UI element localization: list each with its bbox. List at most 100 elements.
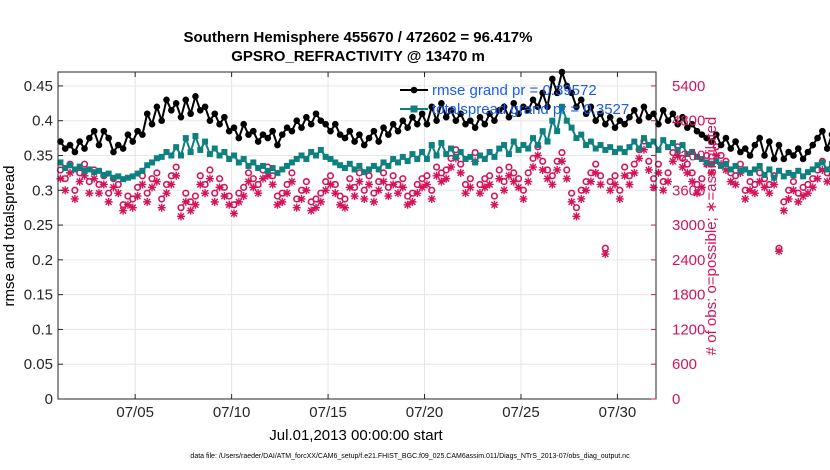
rmse-point [664, 117, 672, 125]
spread-point [491, 153, 498, 160]
assimilated-obs-point [668, 157, 677, 166]
spread-point [665, 144, 672, 151]
rmse-point [553, 89, 561, 97]
assimilated-obs-point [283, 189, 292, 198]
rmse-point [163, 96, 170, 104]
spread-point [558, 103, 565, 110]
spread-point [496, 145, 503, 152]
spread-point [804, 169, 811, 176]
possible-obs-point [399, 175, 407, 183]
spread-point [771, 174, 778, 181]
spread-point [356, 162, 363, 169]
spread-point [438, 139, 445, 146]
rmse-point [606, 113, 614, 121]
spread-point [313, 152, 320, 159]
assimilated-obs-point [514, 183, 523, 192]
assimilated-obs-point [384, 192, 393, 201]
rmse-point [110, 148, 117, 156]
spread-point [824, 166, 830, 173]
assimilated-obs-point [70, 194, 79, 203]
rmse-point [602, 120, 609, 128]
spread-point [693, 153, 700, 160]
spread-point [713, 158, 720, 165]
assimilated-obs-point [181, 197, 190, 206]
assimilated-obs-point [312, 203, 321, 212]
spread-point [250, 159, 257, 166]
assimilated-obs-point [823, 177, 830, 186]
assimilated-obs-point [779, 206, 788, 215]
rmse-point [669, 110, 677, 118]
assimilated-obs-point [186, 206, 195, 215]
rmse-point [81, 145, 88, 152]
y-tick-label-left: 0.25 [24, 217, 53, 234]
spread-point [592, 145, 599, 152]
spread-point [337, 162, 344, 169]
rmse-point [534, 103, 542, 111]
rmse-point [616, 117, 624, 125]
spread-point [341, 165, 348, 172]
spread-point [370, 162, 377, 169]
spread-point [332, 159, 339, 166]
assimilated-obs-point [432, 171, 441, 180]
y-tick-label-right: 1800 [672, 287, 705, 304]
spread-point [409, 151, 416, 158]
rmse-point [331, 120, 339, 128]
assimilated-obs-point [692, 189, 701, 198]
assimilated-obs-point [249, 183, 258, 192]
assimilated-obs-point [167, 180, 176, 189]
possible-obs-point [524, 169, 532, 177]
spread-point [766, 166, 773, 173]
spread-point [293, 155, 300, 162]
rmse-point [524, 106, 532, 114]
spread-point [505, 151, 512, 158]
assimilated-obs-point [615, 194, 624, 203]
spread-point [105, 170, 112, 177]
rmse-point [57, 138, 64, 145]
rmse-point [794, 145, 802, 152]
possible-obs-point [457, 160, 465, 168]
assimilated-obs-point [172, 171, 181, 180]
y-tick-label-left: 0.05 [24, 356, 53, 373]
rmse-point [105, 134, 112, 142]
assimilated-obs-point [721, 165, 730, 174]
rmse-point [814, 134, 821, 142]
assimilated-obs-point [533, 151, 542, 160]
assimilated-obs-point [664, 177, 673, 186]
spread-point [245, 162, 252, 169]
assimilated-obs-point [307, 206, 316, 215]
assimilated-obs-point [85, 189, 94, 198]
assimilated-obs-point [673, 151, 682, 160]
possible-obs-point [215, 175, 224, 183]
rmse-point [201, 103, 209, 111]
spread-point [602, 146, 609, 153]
spread-point [467, 153, 474, 160]
spread-point [689, 149, 696, 156]
possible-obs-point [191, 192, 200, 200]
rmse-point [819, 127, 826, 135]
rmse-point [375, 138, 383, 145]
spread-point [800, 173, 807, 180]
possible-obs-point [611, 172, 619, 180]
possible-obs-point [621, 163, 629, 171]
assimilated-obs-point [582, 186, 591, 195]
assimilated-obs-point [519, 194, 528, 203]
spread-point [327, 155, 334, 162]
assimilated-obs-point [321, 186, 330, 195]
assimilated-obs-point [408, 197, 417, 206]
rmse-point [587, 103, 595, 111]
spread-point [631, 138, 638, 145]
spread-point [718, 162, 725, 169]
y-tick-label-left: 0.35 [24, 147, 53, 164]
spread-point [404, 158, 411, 165]
rmse-point [139, 131, 146, 138]
spread-point [76, 163, 83, 170]
spread-point [795, 167, 802, 174]
assimilated-obs-point [350, 192, 359, 201]
rmse-point [298, 124, 305, 131]
spread-point [163, 149, 170, 156]
spread-point [650, 138, 657, 145]
assimilated-obs-point [760, 183, 769, 192]
spread-point [255, 165, 262, 172]
rmse-point [597, 110, 604, 118]
rmse-point [491, 117, 498, 125]
